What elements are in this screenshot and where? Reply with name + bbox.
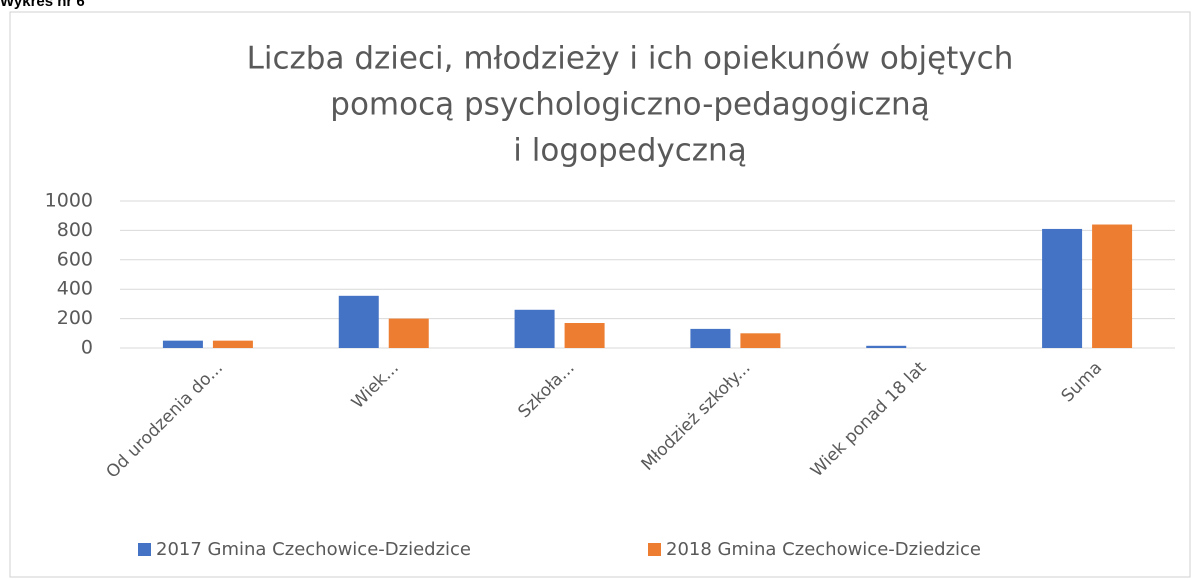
legend-swatch [648, 543, 661, 556]
y-tick-label: 400 [57, 278, 93, 300]
legend-label: 2018 Gmina Czechowice-Dziedzice [666, 539, 981, 560]
y-tick-label: 200 [57, 307, 93, 329]
bar [162, 340, 203, 348]
bar [564, 323, 605, 348]
chart-title: Liczba dzieci, młodzieży i ich opiekunów… [247, 41, 1014, 77]
header: Wykres nr 6 [0, 0, 85, 10]
y-tick-label: 800 [57, 219, 93, 241]
y-tick-label: 0 [81, 337, 93, 359]
bar [866, 345, 907, 348]
y-tick-label: 600 [57, 248, 93, 270]
bar [1092, 224, 1133, 348]
y-tick-label: 1000 [45, 190, 93, 212]
bar [388, 318, 429, 348]
bar [212, 340, 253, 348]
chart-title: pomocą psychologiczno-pedagogiczną [330, 87, 929, 123]
legend-label: 2017 Gmina Czechowice-Dziedzice [156, 539, 471, 560]
bar [740, 333, 781, 348]
chart-frame [9, 11, 1191, 578]
bar [514, 309, 555, 348]
legend-swatch [138, 543, 151, 556]
bar [690, 328, 731, 348]
chart-title: i logopedyczną [513, 133, 746, 169]
bar [1042, 228, 1083, 348]
bar [338, 295, 379, 348]
